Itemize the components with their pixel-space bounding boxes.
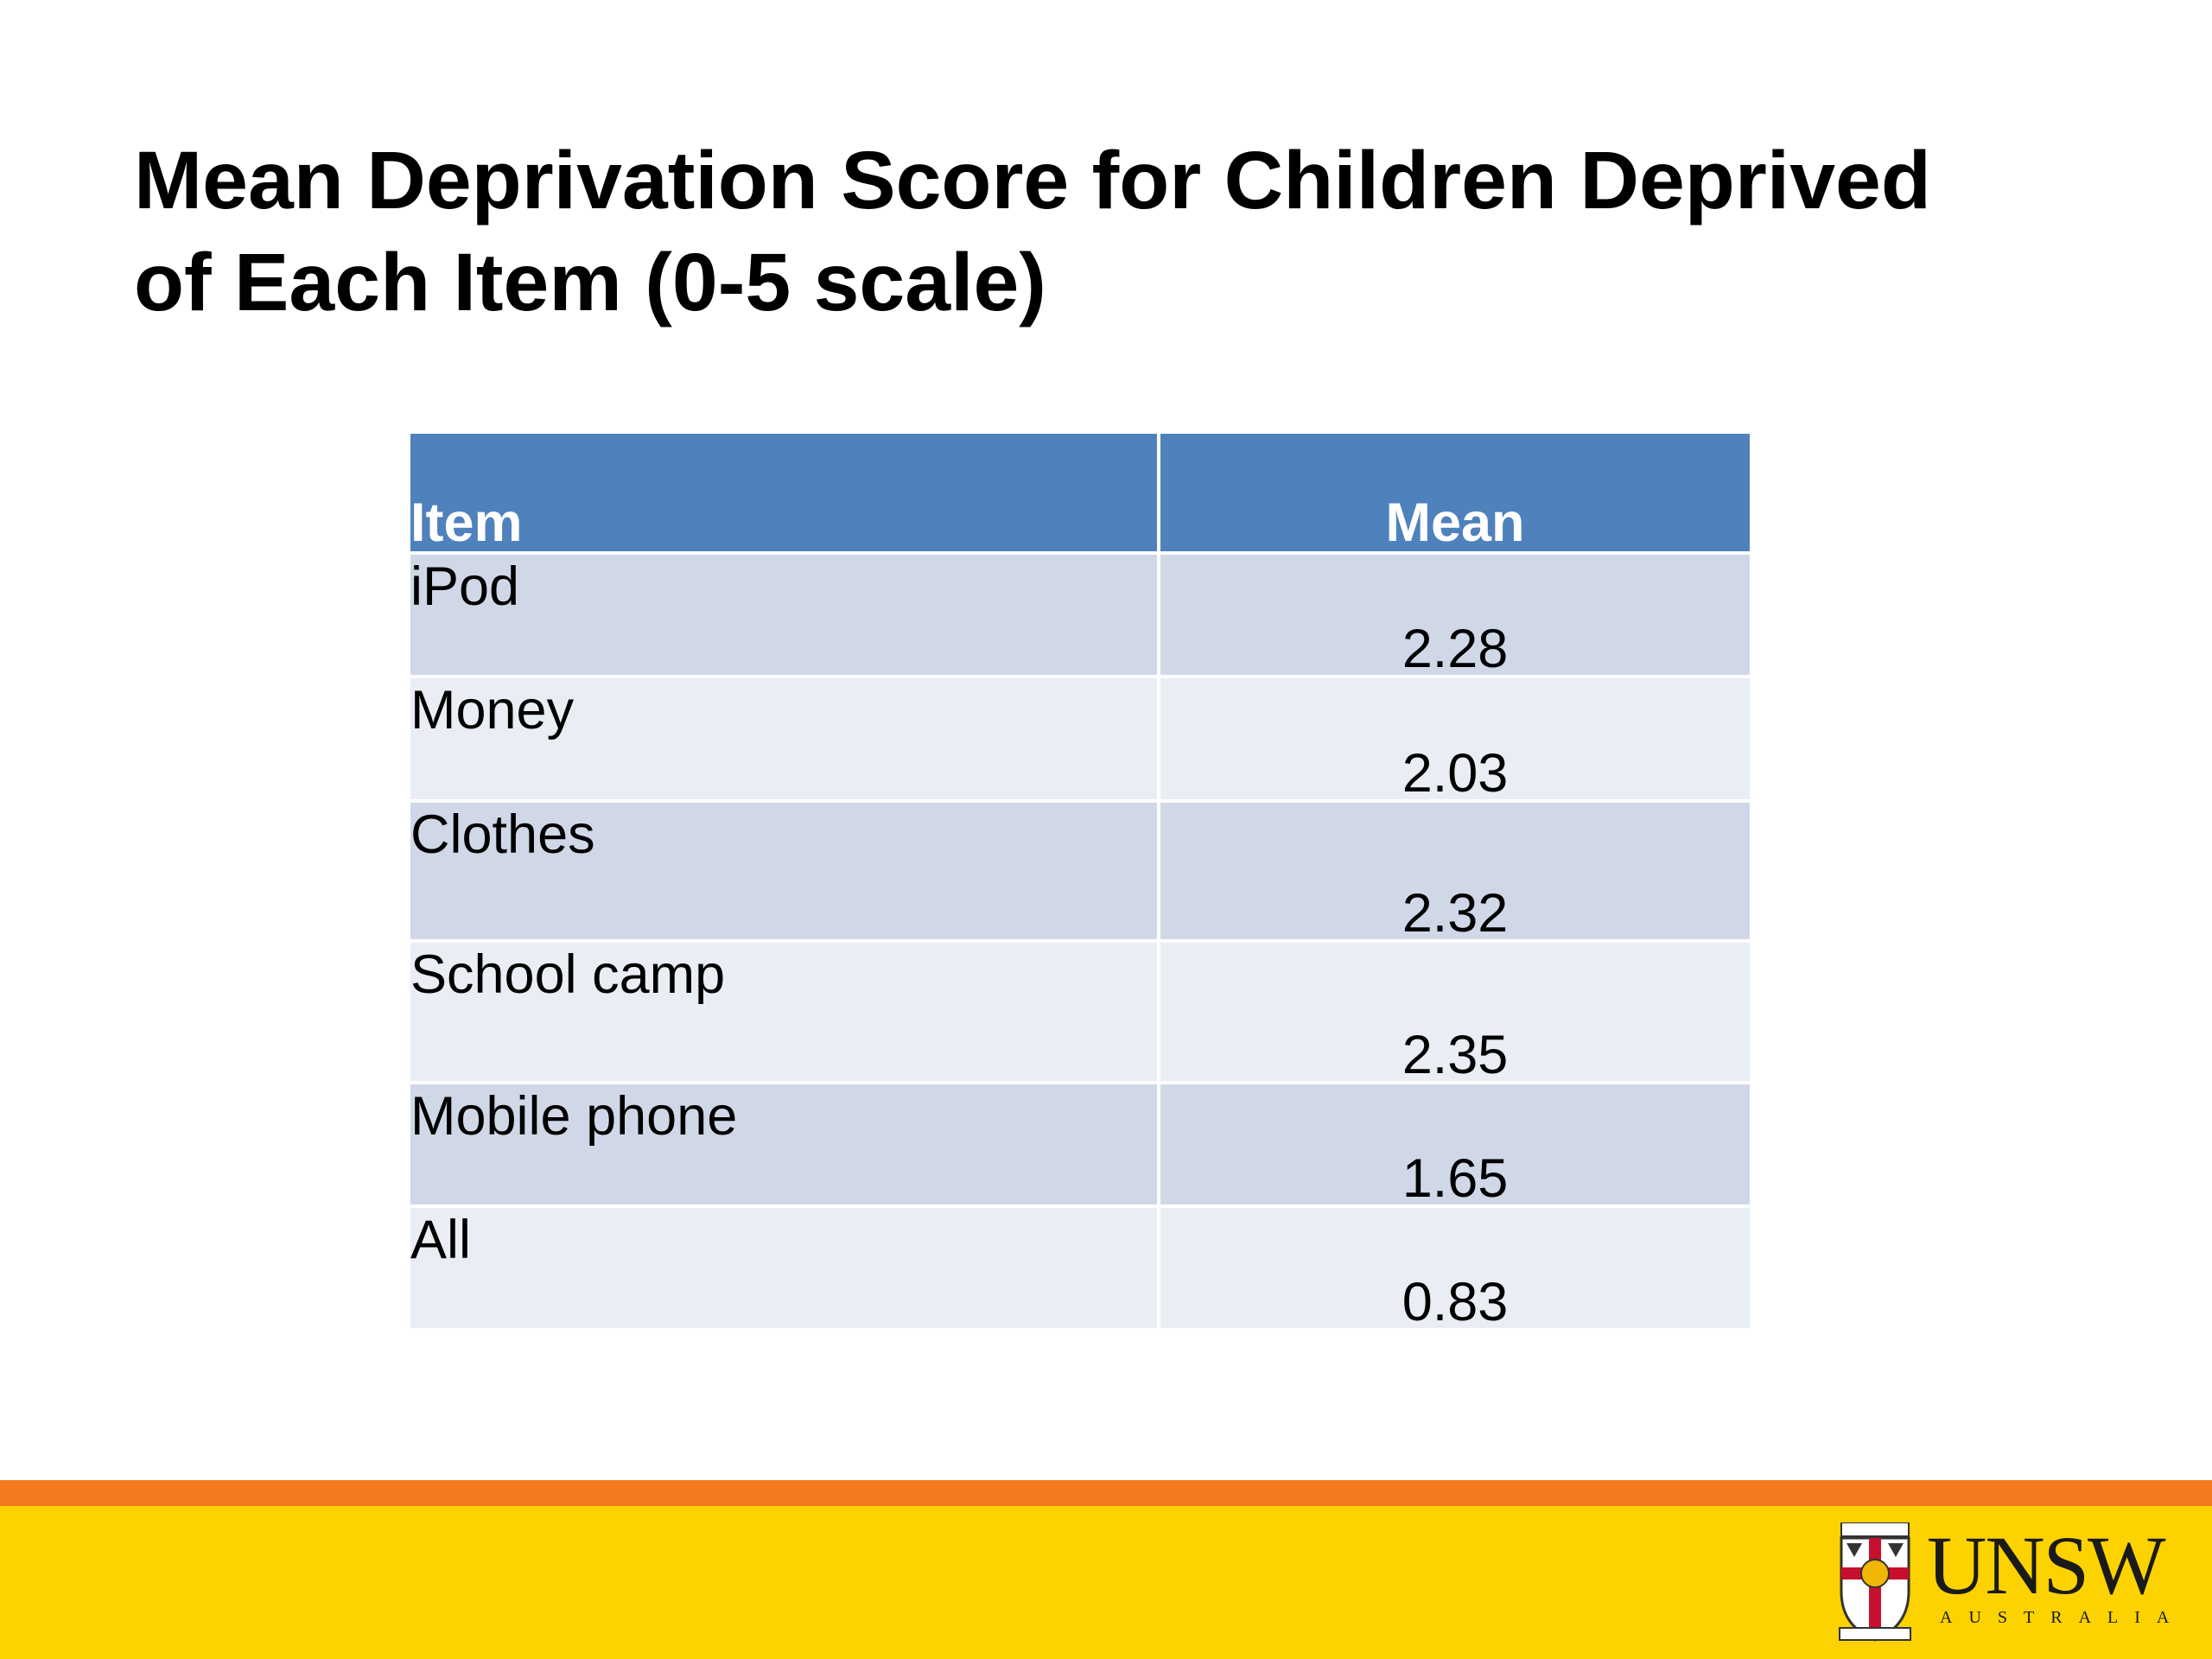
table-row: Money 2.03 bbox=[410, 678, 1750, 804]
cell-mean: 2.35 bbox=[1160, 943, 1750, 1085]
footer-orange-stripe bbox=[0, 1480, 2212, 1506]
cell-item: Clothes bbox=[410, 803, 1157, 939]
table-row: All 0.83 bbox=[410, 1208, 1750, 1332]
unsw-wordmark-sub: AUSTRALIA bbox=[1940, 1608, 2186, 1627]
mean-value: 2.35 bbox=[1402, 1025, 1509, 1085]
cell-mean: 0.83 bbox=[1160, 1208, 1750, 1332]
slide-title: Mean Deprivation Score for Children Depr… bbox=[134, 130, 2121, 334]
cell-mean: 1.65 bbox=[1160, 1084, 1750, 1209]
table-row: Mobile phone 1.65 bbox=[410, 1084, 1750, 1209]
cell-item: iPod bbox=[410, 555, 1157, 675]
table-row: iPod 2.28 bbox=[410, 555, 1750, 679]
cell-mean: 2.03 bbox=[1160, 678, 1750, 804]
unsw-crest-icon bbox=[1839, 1522, 1911, 1642]
cell-item: All bbox=[410, 1208, 1157, 1328]
cell-item: School camp bbox=[410, 943, 1157, 1081]
table-row: Clothes 2.32 bbox=[410, 803, 1750, 944]
mean-value: 2.28 bbox=[1402, 619, 1509, 679]
table-row: School camp 2.35 bbox=[410, 943, 1750, 1085]
table-header-row: Item Mean bbox=[410, 434, 1750, 551]
mean-value: 0.83 bbox=[1402, 1272, 1509, 1332]
cell-item: Mobile phone bbox=[410, 1084, 1157, 1205]
mean-value: 1.65 bbox=[1402, 1148, 1509, 1209]
slide-title-line-2: of Each Item (0-5 scale) bbox=[134, 237, 1046, 328]
header-item: Item bbox=[410, 434, 1157, 551]
cell-item: Money bbox=[410, 678, 1157, 799]
cell-mean: 2.32 bbox=[1160, 803, 1750, 944]
unsw-wordmark: UNSW bbox=[1927, 1519, 2166, 1611]
mean-value: 2.32 bbox=[1402, 883, 1509, 944]
unsw-logo: UNSW AUSTRALIA bbox=[1836, 1522, 2182, 1643]
cell-mean: 2.28 bbox=[1160, 555, 1750, 679]
deprivation-table: Item Mean iPod 2.28 Money 2.03 Clothes 2… bbox=[407, 430, 1753, 1332]
slide-title-line-1: Mean Deprivation Score for Children Depr… bbox=[134, 135, 1931, 226]
mean-value: 2.03 bbox=[1402, 743, 1509, 804]
header-mean: Mean bbox=[1160, 434, 1750, 551]
